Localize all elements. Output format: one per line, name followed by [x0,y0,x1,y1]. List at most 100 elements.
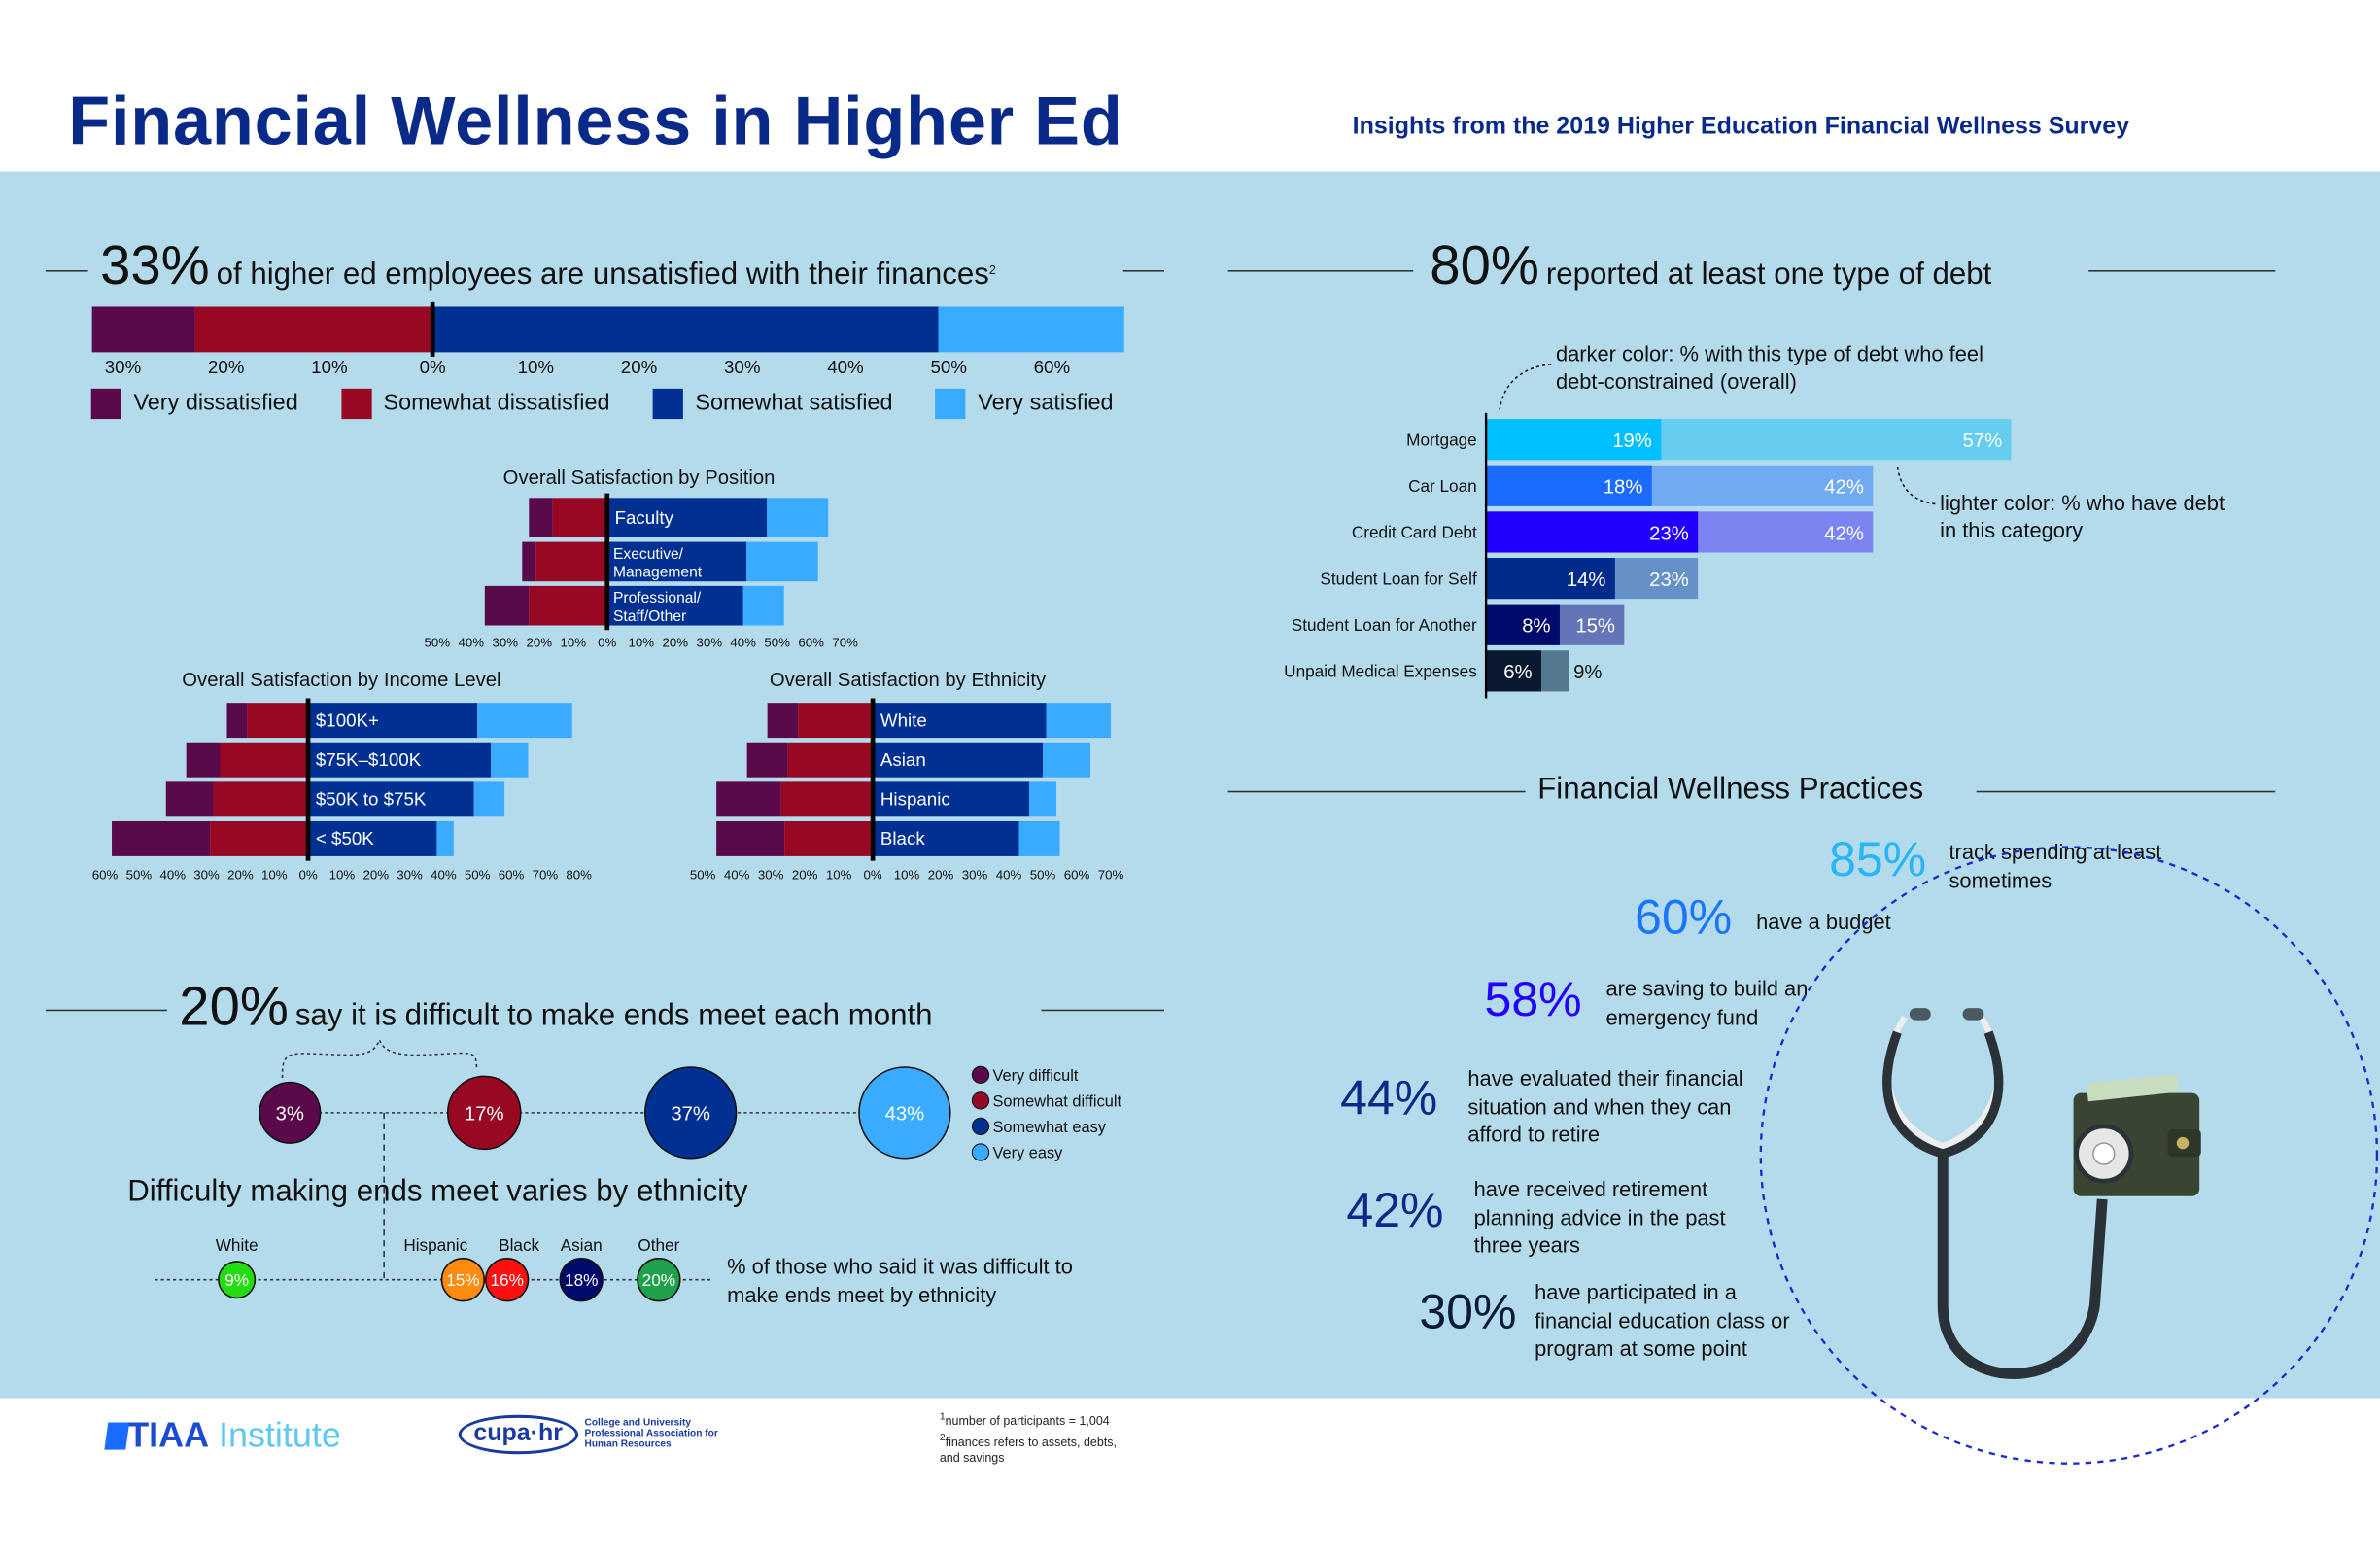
tick-label: 20% [662,635,688,649]
bar-very-dissatisfied [767,703,799,739]
ends-meet-stat: 20% [179,974,289,1037]
bar-somewhat-dissatisfied [247,703,309,739]
bar-very-satisfied [938,306,1124,353]
category-label: Mortgage [1406,430,1477,449]
category-label: Black [880,828,925,848]
bar-debt-constrained [1486,604,1560,645]
category-label: Management [613,565,703,581]
stethoscope-tube-icon [1937,1154,2108,1379]
tick-label: 50% [126,867,153,882]
legend-label: Very difficult [992,1067,1078,1085]
tick-label: 50% [1030,867,1056,882]
bar-somewhat-dissatisfied [220,742,309,778]
bar-somewhat-satisfied [308,742,492,778]
tick-label: 80% [566,867,592,882]
data-label: 17% [465,1104,504,1125]
tick-label: 30% [758,867,784,882]
category-label: Hispanic [403,1235,467,1255]
category-label: $75K–$100K [316,749,422,770]
category-label: White [880,710,927,730]
brace [281,1037,478,1078]
tick-label: 10% [826,867,852,882]
data-label: 37% [671,1104,710,1125]
page-subtitle: Insights from the 2019 Higher Education … [1352,114,2130,140]
satisfaction-headline: of higher ed employees are unsatisfied w… [216,258,989,292]
category-label: Credit Card Debt [1352,523,1477,542]
divider [45,1009,167,1012]
tick-label: 30% [696,635,722,649]
tick-label: 50% [764,635,790,649]
category-label: Student Loan for Self [1320,569,1477,588]
category-label: Hispanic [880,789,950,810]
debt-note-dark: darker color: % with this type of debt w… [1555,341,1983,394]
tiaa-logo-text: TIAA [127,1414,210,1455]
practice-pct: 60% [1635,889,1733,945]
tick-label: 20% [792,867,818,882]
legend-dot [971,1143,990,1161]
tick-label: 0% [863,867,881,882]
legend-label: Somewhat satisfied [695,390,893,416]
bar-debt-constrained [1486,511,1699,553]
ethnicity-subheading: Difficulty making ends meet varies by et… [127,1174,748,1209]
satisfaction-heading: 33% of higher ed employees are unsatisfi… [100,234,996,298]
bar-very-satisfied [473,781,505,817]
ends-meet-headline: say it is difficult to make ends meet ea… [294,998,933,1033]
tick-label: 10% [518,357,555,377]
bar-somewhat-satisfied [873,820,1019,856]
divider [1976,790,2276,793]
data-label: 15% [446,1270,479,1290]
bar-somewhat-satisfied [606,541,747,582]
tick-label: 10% [311,357,348,377]
category-label: Staff/Other [613,608,686,625]
tick-label: 70% [832,635,858,649]
bar-somewhat-dissatisfied [798,703,874,739]
divider [1122,270,1164,272]
data-label: 18% [565,1270,598,1290]
practice-text: are saving to build an emergency fund [1605,976,1809,1029]
tick-label: 10% [628,635,654,649]
data-label: 8% [1522,616,1550,638]
bar-very-dissatisfied [484,585,530,626]
tick-label: 70% [1098,867,1124,882]
data-label: 20% [642,1270,675,1290]
tick-label: 30% [724,357,761,377]
legend-label: Somewhat dissatisfied [383,390,610,416]
category-label: Asian [561,1235,603,1255]
legend-dot [971,1091,990,1110]
practice-pct: 44% [1340,1070,1438,1125]
debt-headline: reported at least one type of debt [1545,258,1992,292]
data-label: 19% [1612,431,1652,452]
difficulty-circle [446,1075,522,1151]
bar-somewhat-dissatisfied [213,781,309,817]
bar-somewhat-dissatisfied [787,742,874,778]
data-label: 9% [224,1270,249,1290]
practices-heading: Financial Wellness Practices [1537,773,1924,807]
tick-label: 0% [420,357,446,377]
tick-label: 10% [261,867,288,882]
bar-very-satisfied [1029,781,1057,817]
category-label: < $50K [316,828,374,848]
dashed-circle [1759,846,2379,1465]
ethnicity-circle [218,1261,257,1299]
bar-somewhat-dissatisfied [194,306,433,353]
tick-label: 20% [227,867,254,882]
tick-label: 0% [598,635,616,649]
tick-label: 50% [425,635,451,649]
bar-debt-constrained [1486,650,1541,692]
category-label: $100K+ [316,710,379,730]
footnote-mark: 2 [988,263,996,278]
difficulty-circle [644,1066,738,1160]
legend: Very dissatisfied Somewhat dissatisfied … [90,388,1114,420]
tick-label: 40% [431,867,457,882]
bar-somewhat-dissatisfied [210,820,309,856]
tick-label: 20% [362,867,389,882]
cupa-logo: cupa·hr College and University Professio… [458,1414,752,1455]
difficulty-circle [259,1081,322,1144]
bar-somewhat-satisfied [606,585,743,626]
bar-very-satisfied [1018,820,1060,856]
tick-label: 40% [827,357,864,377]
ethnicity-circle [637,1258,681,1302]
bar-very-satisfied [436,820,454,856]
stethoscope-diaphragm [2092,1142,2116,1165]
